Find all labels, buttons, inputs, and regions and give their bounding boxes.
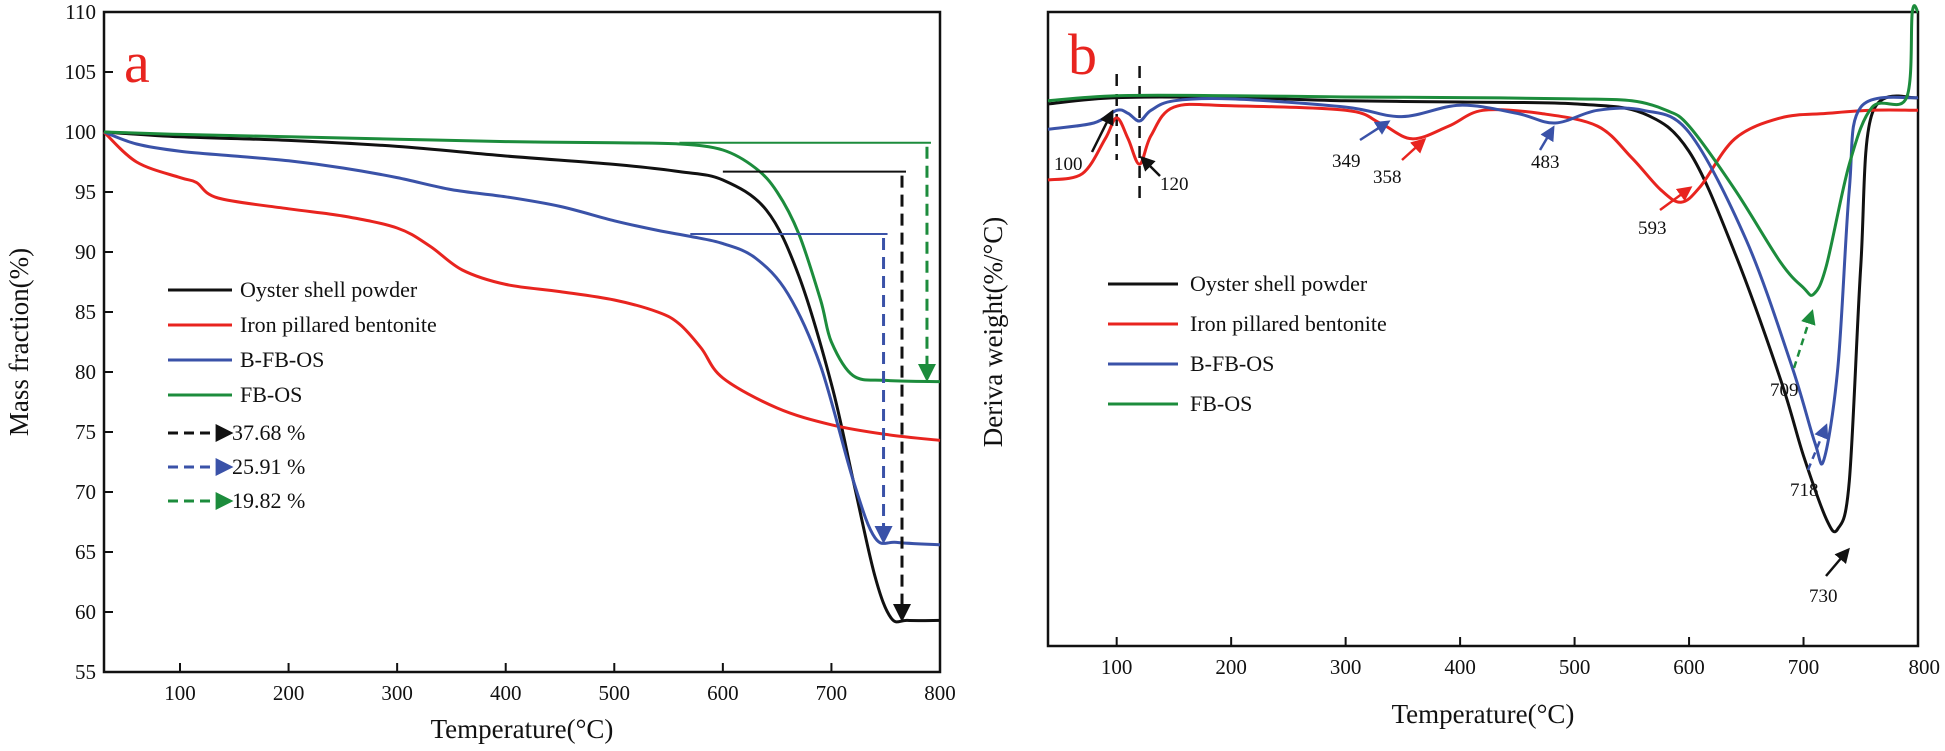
- legend-b-item-iron: Iron pillared bentonite: [1190, 311, 1387, 336]
- panel-a-y-axis-title: Mass fraction(%): [4, 248, 34, 436]
- legend-a-item-oyster: Oyster shell powder: [240, 277, 418, 302]
- legend-b-item-fbos: FB-OS: [1190, 391, 1252, 416]
- panel-b-series-b-fb-os: [1047, 95, 1919, 466]
- panel-b-peak-label: 730: [1809, 586, 1838, 607]
- panel-a-series-b-fb-os: [103, 130, 941, 547]
- panel-a-y-axis: 55 60 65 70 75 80 85 90 95 100 105 110: [65, 0, 113, 684]
- panel-a-y-tick-label: 55: [75, 660, 96, 684]
- legend-a-item-fbos: FB-OS: [240, 382, 302, 407]
- legend-a-item-bfbos: B-FB-OS: [240, 347, 324, 372]
- panel-b-series-oyster-shell-powder: [1047, 94, 1919, 534]
- panel-a-x-tick-label: 400: [490, 681, 522, 705]
- panel-b-label: b: [1068, 22, 1097, 87]
- legend-b-item-oyster: Oyster shell powder: [1190, 271, 1368, 296]
- panel-a-legend: Oyster shell powder Iron pillared benton…: [168, 277, 437, 513]
- panel-a-series-iron-pillared-bentonite: [102, 130, 941, 442]
- panel-b-peak-label: 593: [1638, 218, 1667, 239]
- panel-b-y-axis-title: Deriva weight(%/°C): [978, 217, 1008, 447]
- panel-b-x-axis-title: Temperature(°C): [1392, 699, 1575, 729]
- panel-a-y-tick-label: 70: [75, 480, 96, 504]
- panel-a-y-tick-label: 110: [65, 0, 96, 24]
- panel-a-y-tick-label: 65: [75, 540, 96, 564]
- panel-a-series-fb-os: [103, 130, 941, 384]
- panel-b-x-tick-label: 800: [1909, 655, 1941, 679]
- panel-a: 55 60 65 70 75 80 85 90 95 100 105 110 100 200 300 400…: [4, 0, 956, 744]
- panel-b-x-axis: 100 200 300 400 500 600 700 800: [1101, 637, 1940, 679]
- panel-b-peak-arrow: [1659, 186, 1693, 212]
- panel-a-x-axis: 100 200 300 400 500 600 700 800: [164, 663, 956, 705]
- panel-a-label: a: [124, 30, 150, 95]
- panel-a-x-tick-label: 100: [164, 681, 196, 705]
- legend-a-marker-green: 19.82 %: [232, 488, 305, 513]
- panel-b-peak-arrow: [1139, 155, 1161, 177]
- panel-b-reference-lines: [1115, 66, 1141, 200]
- panel-a-y-tick-label: 100: [65, 120, 97, 144]
- panel-a-y-tick-label: 60: [75, 600, 96, 624]
- panel-a-mass-loss-markers: [679, 141, 936, 623]
- panel-b-peak-label: 483: [1531, 152, 1560, 173]
- panel-a-y-tick-label: 85: [75, 300, 96, 324]
- panel-b-peak-arrow: [1825, 547, 1850, 577]
- panel-a-series: [102, 130, 941, 624]
- panel-b-series: [1047, 4, 1920, 534]
- panel-b-peak-labels: 100 120 349 358 483 593 709 718 730: [1054, 109, 1850, 607]
- legend-a-item-iron: Iron pillared bentonite: [240, 312, 437, 337]
- panel-b-x-tick-label: 600: [1673, 655, 1705, 679]
- panel-b-peak-arrow: [1792, 309, 1816, 369]
- panel-a-x-tick-label: 700: [816, 681, 848, 705]
- legend-a-marker-black: 37.68 %: [232, 420, 305, 445]
- panel-b-x-tick-label: 200: [1215, 655, 1247, 679]
- panel-b-x-tick-label: 300: [1330, 655, 1362, 679]
- panel-a-x-tick-label: 600: [707, 681, 739, 705]
- panel-b-peak-label: 349: [1332, 151, 1361, 172]
- panel-a-y-tick-label: 105: [65, 60, 97, 84]
- panel-b-peak-label: 709: [1770, 380, 1799, 401]
- panel-b-x-tick-label: 400: [1444, 655, 1476, 679]
- panel-a-x-tick-label: 200: [273, 681, 305, 705]
- legend-a-marker-blue: 25.91 %: [232, 454, 305, 479]
- panel-a-y-tick-label: 75: [75, 420, 96, 444]
- panel-b-x-tick-label: 500: [1559, 655, 1591, 679]
- panel-b-peak-label: 100: [1054, 154, 1083, 175]
- panel-b: 100 200 300 400 500 600 700 800 100 120 349 358 483…: [978, 4, 1940, 729]
- panel-b-peak-arrow: [1090, 109, 1114, 153]
- panel-a-y-tick-label: 95: [75, 180, 96, 204]
- panel-b-legend: Oyster shell powder Iron pillared benton…: [1108, 271, 1387, 416]
- panel-a-x-tick-label: 500: [599, 681, 631, 705]
- panel-a-x-tick-label: 300: [381, 681, 413, 705]
- panel-a-series-oyster-shell-powder: [103, 130, 941, 624]
- panel-b-x-tick-label: 700: [1788, 655, 1820, 679]
- panel-b-peak-arrow: [1401, 137, 1427, 161]
- panel-b-peak-label: 358: [1373, 167, 1402, 188]
- panel-b-peak-label: 120: [1160, 174, 1189, 195]
- panel-b-frame: [1046, 10, 1920, 648]
- panel-b-peak-arrow: [1538, 125, 1555, 151]
- panel-b-x-tick-label: 100: [1101, 655, 1133, 679]
- panel-a-y-tick-label: 90: [75, 240, 96, 264]
- panel-b-series-fb-os: [1047, 4, 1920, 297]
- panel-b-peak-label: 718: [1790, 480, 1819, 501]
- panel-a-x-tick-label: 800: [924, 681, 956, 705]
- panel-a-y-tick-label: 80: [75, 360, 96, 384]
- panel-a-frame: [102, 10, 942, 674]
- legend-b-item-bfbos: B-FB-OS: [1190, 351, 1274, 376]
- panel-a-x-axis-title: Temperature(°C): [431, 714, 614, 744]
- panel-b-series-iron-pillared-bentonite: [1047, 102, 1919, 204]
- panel-b-peak-arrow: [1806, 423, 1829, 471]
- panel-b-peak-arrow: [1359, 120, 1391, 142]
